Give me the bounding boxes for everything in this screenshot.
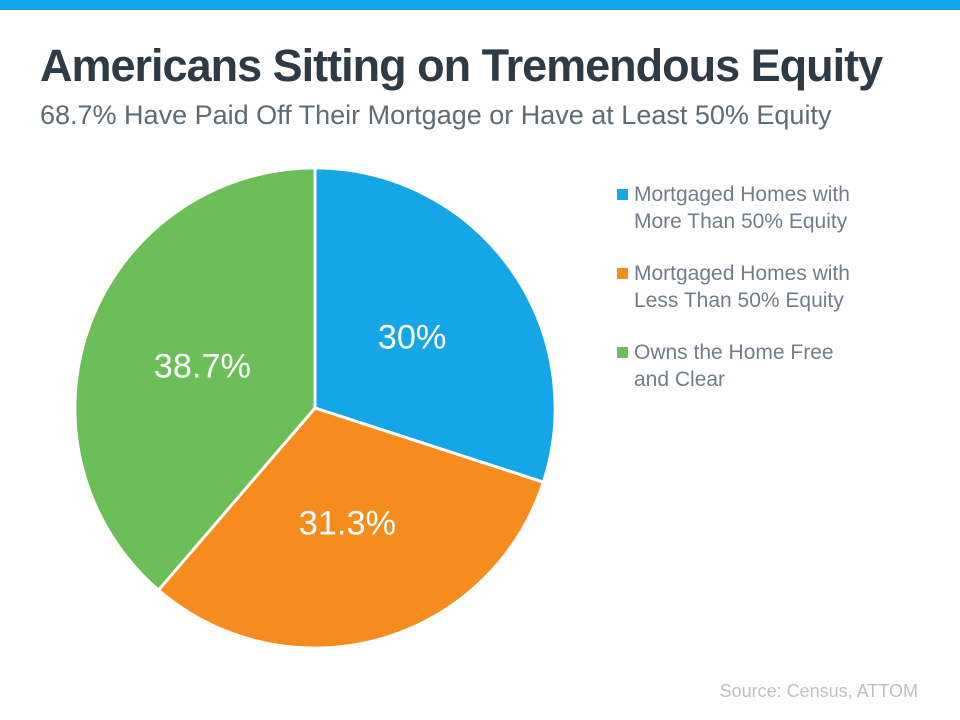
legend-label: Mortgaged Homes with More Than 50% Equity bbox=[634, 183, 850, 233]
legend-item-1: Mortgaged Homes with Less Than 50% Equity bbox=[617, 260, 897, 314]
pie-slice-1 bbox=[157, 406, 545, 650]
source-attribution: Source: Census, ATTOM bbox=[719, 681, 918, 701]
top-accent-bar bbox=[0, 0, 960, 10]
legend-swatch-icon bbox=[617, 347, 628, 358]
pie-slice-2 bbox=[73, 166, 317, 592]
legend-item-0: Mortgaged Homes with More Than 50% Equity bbox=[617, 181, 897, 235]
page-subtitle: 68.7% Have Paid Off Their Mortgage or Ha… bbox=[40, 100, 832, 130]
pie-slice-0 bbox=[313, 166, 557, 484]
pie-slice-label-2: 38.7% bbox=[154, 347, 251, 385]
legend-label: Mortgaged Homes with Less Than 50% Equity bbox=[634, 262, 850, 312]
pie-slice-label-0: 30% bbox=[378, 318, 447, 356]
legend-item-2: Owns the Home Free and Clear bbox=[617, 339, 897, 393]
legend-swatch-icon bbox=[617, 268, 628, 279]
chart-legend: Mortgaged Homes with More Than 50% Equity… bbox=[617, 181, 897, 418]
legend-swatch-icon bbox=[617, 189, 628, 200]
pie-chart: 30% 31.3% 38.7% bbox=[73, 166, 557, 650]
pie-slice-label-1: 31.3% bbox=[299, 505, 396, 543]
page-title: Americans Sitting on Tremendous Equity bbox=[40, 40, 883, 91]
legend-label: Owns the Home Free and Clear bbox=[634, 341, 834, 391]
